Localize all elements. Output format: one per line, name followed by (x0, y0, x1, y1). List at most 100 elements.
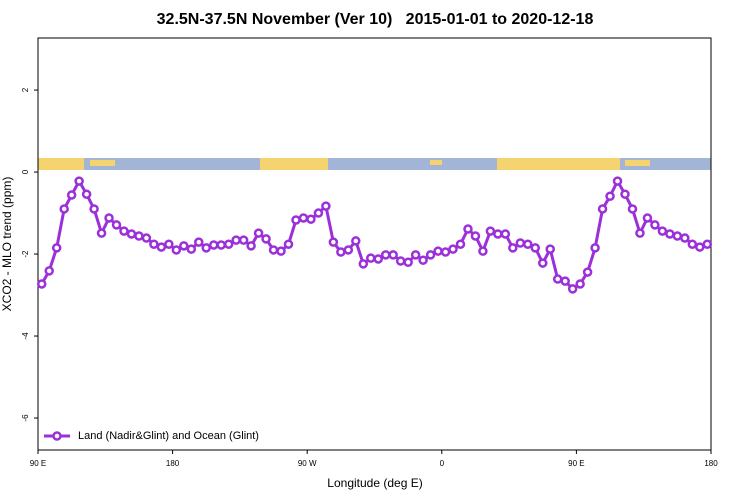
data-point (388, 250, 398, 260)
data-point (373, 254, 383, 264)
data-point (276, 246, 286, 256)
data-point (321, 201, 331, 211)
y-tick-label: -2 (21, 250, 30, 258)
data-point (560, 276, 570, 286)
data-point (366, 253, 376, 263)
data-point (291, 215, 301, 225)
data-point (104, 213, 114, 223)
data-point (343, 245, 354, 255)
data-point (680, 233, 690, 243)
data-point (665, 229, 675, 239)
data-point (298, 213, 309, 223)
y-tick-label: 2 (21, 87, 30, 92)
data-point (81, 189, 92, 199)
data-point (186, 244, 197, 254)
data-point (253, 228, 264, 238)
data-point (493, 229, 503, 239)
data-point (119, 226, 129, 236)
data-point (455, 239, 466, 249)
data-point (612, 176, 623, 186)
data-point (410, 250, 421, 260)
data-point (141, 233, 152, 243)
x-tick-label: 90 E (568, 459, 584, 468)
data-point (440, 247, 451, 257)
data-point (627, 204, 638, 214)
data-point (171, 245, 182, 255)
y-tick-label: -4 (21, 332, 30, 340)
data-point (268, 245, 279, 255)
data-point (597, 204, 608, 214)
data-point (283, 239, 294, 249)
data-point (59, 204, 69, 214)
x-tick-label: 0 (440, 459, 445, 468)
data-point (36, 279, 47, 289)
data-point (702, 239, 713, 249)
legend-label: Land (Nadir&Glint) and Ocean (Glint) (78, 430, 259, 442)
data-point (605, 191, 615, 201)
data-point (51, 243, 62, 253)
data-point (216, 240, 226, 250)
data-point (695, 242, 705, 252)
data-point (238, 235, 249, 245)
x-axis-label: Longitude (deg E) (327, 476, 422, 490)
data-point (306, 214, 316, 224)
data-point (650, 220, 660, 230)
data-point (635, 228, 645, 238)
data-point (336, 247, 346, 257)
data-point (208, 240, 219, 250)
data-point (313, 208, 324, 218)
data-point (433, 246, 443, 256)
data-point (508, 243, 518, 253)
data-point (545, 244, 555, 254)
data-point (463, 224, 473, 234)
data-point (470, 231, 481, 241)
data-point (567, 284, 578, 294)
data-point (575, 279, 585, 289)
data-point (485, 226, 496, 236)
surface-strip (38, 158, 711, 170)
y-tick-label: 0 (21, 169, 30, 174)
data-point (328, 237, 339, 247)
legend-marker (52, 431, 62, 441)
data-point (530, 243, 541, 253)
data-point (620, 189, 630, 199)
data-point (194, 237, 204, 247)
data-point (126, 229, 137, 239)
data-point (261, 234, 271, 244)
data-point (74, 176, 84, 186)
x-tick-label: 90 W (298, 459, 317, 468)
data-point (358, 259, 369, 269)
data-point (351, 236, 361, 246)
data-point (134, 231, 144, 241)
data-point (111, 220, 122, 230)
data-point (156, 242, 167, 252)
data-point (231, 235, 241, 245)
data-point (500, 229, 511, 239)
data-point (672, 231, 683, 241)
data-point (418, 255, 428, 265)
y-tick-label: -6 (21, 414, 30, 422)
plot-frame (37, 37, 712, 451)
data-point (478, 246, 488, 256)
data-point (223, 239, 234, 249)
data-point (179, 241, 189, 251)
x-tick-label: 90 E (30, 459, 46, 468)
data-point (201, 243, 211, 253)
x-tick-label: 180 (704, 459, 718, 468)
data-point (403, 257, 413, 267)
data-point (380, 250, 391, 260)
data-point (44, 266, 54, 276)
data-point (164, 239, 174, 249)
data-point (66, 190, 77, 200)
data-point (523, 239, 533, 249)
chart-title: 32.5N-37.5N November (Ver 10) 2015-01-01… (157, 11, 594, 28)
y-axis-label: XCO2 - MLO trend (ppm) (0, 177, 14, 312)
data-point (538, 258, 548, 268)
data-point (246, 241, 256, 251)
data-point (149, 239, 159, 249)
x-tick-label: 180 (166, 459, 180, 468)
data-point (582, 267, 593, 277)
data-point (448, 244, 458, 254)
data-point (657, 226, 668, 236)
